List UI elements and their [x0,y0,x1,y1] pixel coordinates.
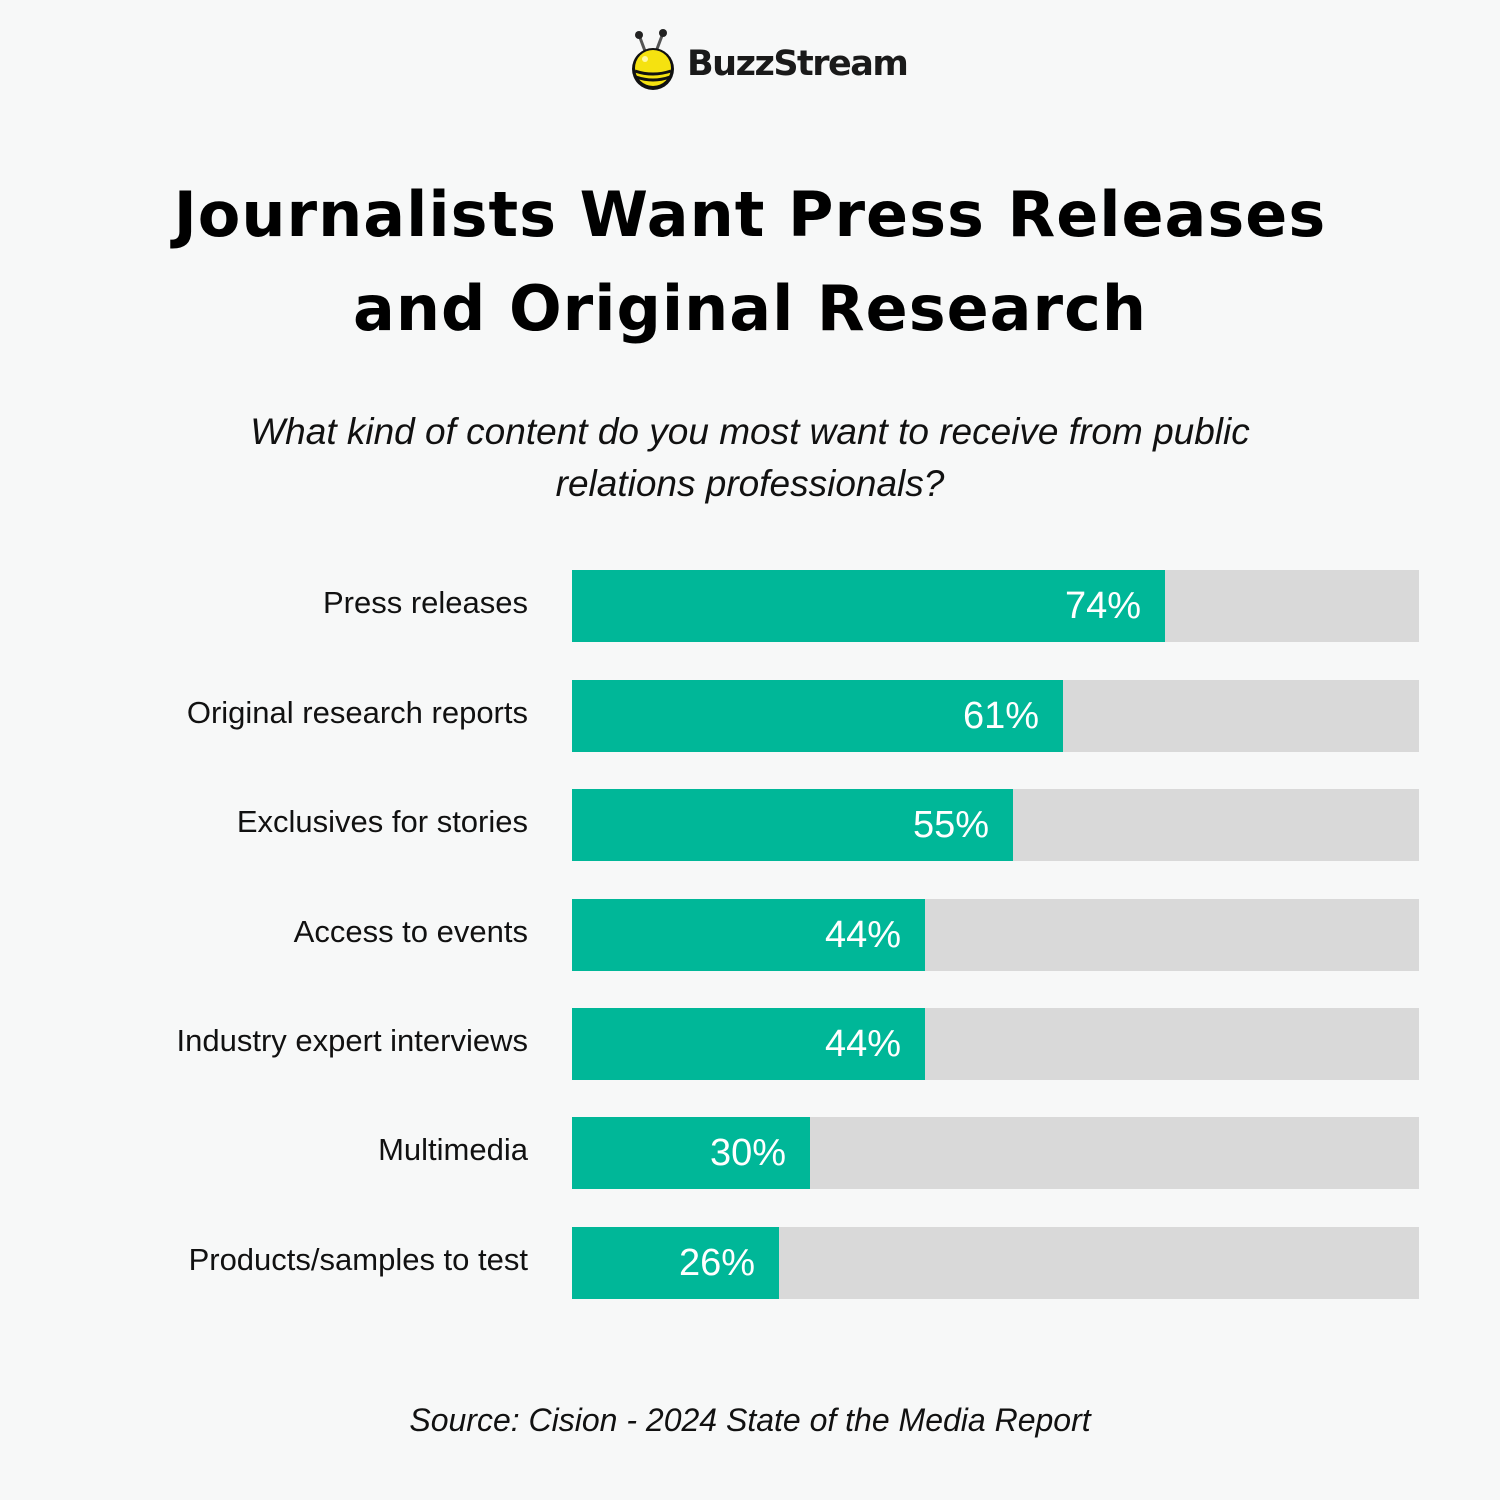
survey-question: What kind of content do you most want to… [0,406,1500,510]
question-line-1: What kind of content do you most want to… [250,411,1250,452]
brand-logo: BuzzStream [627,26,909,94]
category-label: Access to events [293,914,528,949]
bar-track: 44% [572,1008,1419,1080]
bee-logo-icon [627,29,683,91]
bar-track: 30% [572,1117,1419,1189]
chart-row: Products/samples to test 26% [0,1227,1500,1299]
question-line-2: relations professionals? [555,463,945,504]
bar-track: 55% [572,789,1419,861]
bar-fill: 44% [572,899,925,971]
value-label: 44% [824,914,901,956]
value-label: 26% [678,1242,755,1284]
category-label: Exclusives for stories [236,804,528,839]
source-citation: Source: Cision - 2024 State of the Media… [409,1402,1091,1438]
chart-row: Press releases 74% [0,570,1500,642]
page-title: Journalists Want Press Releases and Orig… [0,168,1500,356]
bar-fill: 55% [572,789,1013,861]
chart-row: Industry expert interviews 44% [0,1008,1500,1080]
bar-fill: 26% [572,1227,779,1299]
title-line-1: Journalists Want Press Releases [173,178,1327,251]
chart-row: Access to events 44% [0,899,1500,971]
bar-fill: 61% [572,680,1063,752]
category-label: Multimedia [378,1132,528,1167]
value-label: 30% [709,1132,786,1174]
category-label: Industry expert interviews [176,1023,528,1058]
category-label: Products/samples to test [188,1242,528,1277]
value-label: 74% [1064,585,1141,627]
value-label: 61% [962,695,1039,737]
chart-row: Exclusives for stories 55% [0,789,1500,861]
bar-track: 26% [572,1227,1419,1299]
value-label: 44% [824,1023,901,1065]
title-line-2: and Original Research [353,272,1147,345]
bar-track: 44% [572,899,1419,971]
bar-fill: 74% [572,570,1165,642]
category-label: Press releases [322,585,528,620]
bar-fill: 44% [572,1008,925,1080]
chart-row: Multimedia 30% [0,1117,1500,1189]
bar-track: 74% [572,570,1419,642]
brand-name: BuzzStream [687,44,909,84]
bar-track: 61% [572,680,1419,752]
value-label: 55% [912,804,989,846]
bar-fill: 30% [572,1117,810,1189]
category-label: Original research reports [186,695,528,730]
chart-row: Original research reports 61% [0,680,1500,752]
